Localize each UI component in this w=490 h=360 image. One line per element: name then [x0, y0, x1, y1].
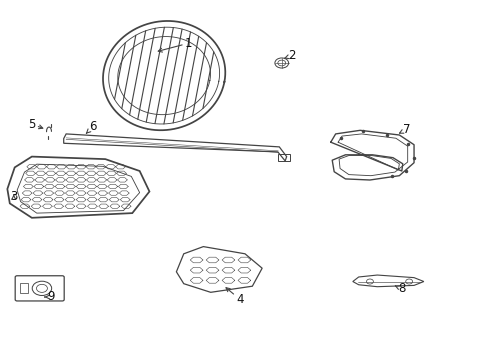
Text: 7: 7 — [399, 123, 411, 136]
Text: 3: 3 — [10, 190, 18, 203]
Text: 8: 8 — [395, 282, 406, 295]
Bar — [20, 283, 28, 293]
Text: 5: 5 — [28, 118, 43, 131]
Text: 9: 9 — [45, 291, 55, 303]
Text: 2: 2 — [285, 49, 295, 62]
Text: 1: 1 — [158, 37, 193, 52]
Text: 4: 4 — [226, 288, 244, 306]
Text: 6: 6 — [86, 120, 97, 133]
